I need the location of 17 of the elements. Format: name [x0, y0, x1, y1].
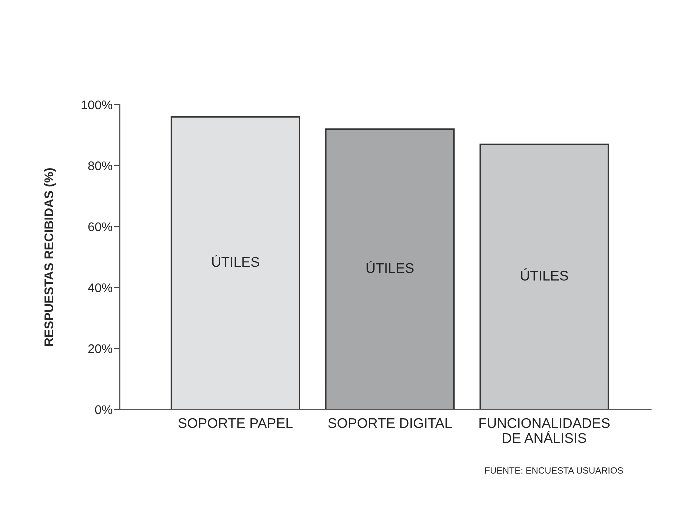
y-tick-label: 20% — [88, 344, 112, 354]
x-tick-label: FUNCIONALIDADES DE ANÁLISIS — [480, 418, 610, 444]
y-tick-label: 0% — [95, 406, 112, 414]
bar — [170, 116, 300, 410]
data-label: ÚTILES — [521, 268, 568, 281]
y-tick-label: 80% — [88, 162, 112, 171]
data-label: ÚTILES — [366, 261, 414, 274]
data-label: ÚTILES — [212, 254, 260, 268]
x-tick-label: SOPORTE PAPEL — [178, 418, 293, 428]
source-note: FUENTE: ENCUESTA USUARIOS — [486, 468, 624, 474]
y-tick-label: 40% — [88, 284, 112, 292]
y-axis-title: RESPUESTAS RECIBIDAS (%) — [44, 168, 56, 346]
x-tick-label: SOPORTE DIGITAL — [328, 418, 452, 428]
bar — [480, 144, 610, 410]
y-tick-label: 100% — [82, 100, 112, 110]
y-tick-label: 60% — [88, 222, 112, 232]
bar — [325, 128, 455, 410]
